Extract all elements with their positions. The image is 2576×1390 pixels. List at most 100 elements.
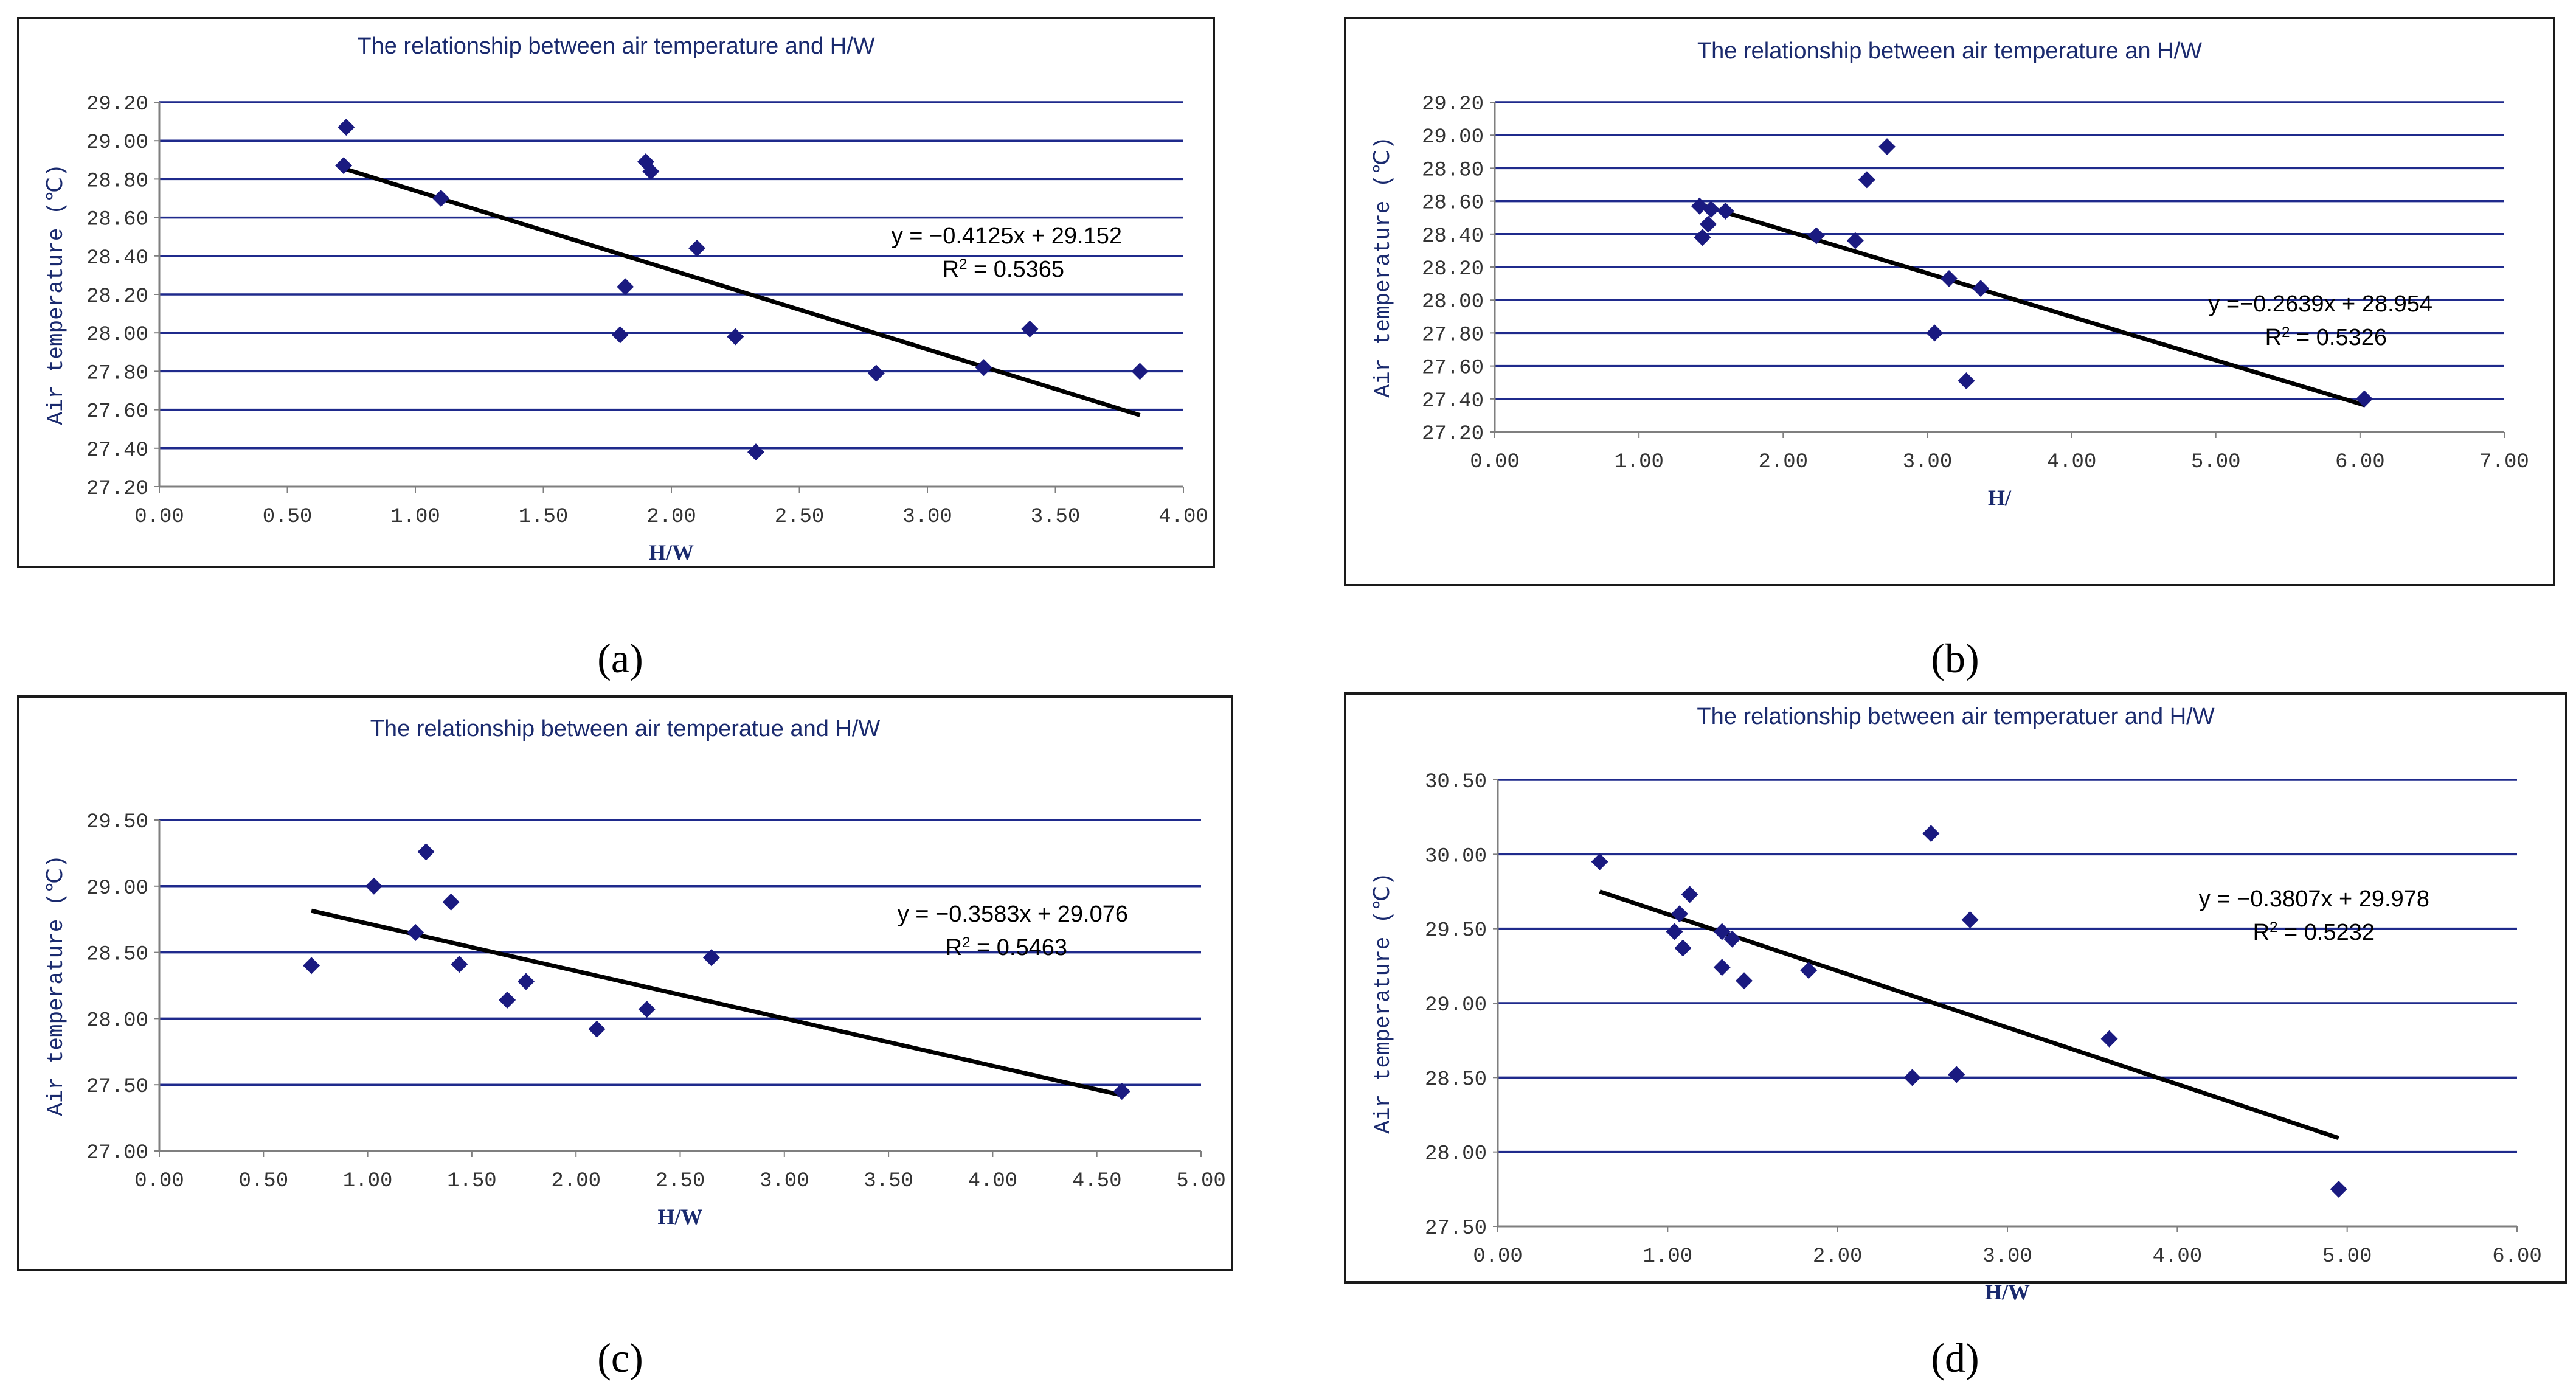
x-tick-label: 1.00 <box>1643 1245 1693 1268</box>
x-tick-label: 0.50 <box>238 1170 288 1193</box>
x-tick-label: 3.00 <box>1982 1245 2032 1268</box>
data-point <box>1922 825 1940 843</box>
data-point <box>1972 280 1990 297</box>
x-tick-label: 4.00 <box>2153 1245 2203 1268</box>
r-squared-exponent: 2 <box>959 256 967 273</box>
x-tick-label: 6.00 <box>2335 451 2385 474</box>
y-tick-label: 28.50 <box>1425 1068 1487 1091</box>
chart-panel-a: The relationship between air temperature… <box>17 17 1215 568</box>
data-point <box>432 190 450 207</box>
regression-equation: y = −0.4125x + 29.152 <box>892 223 1122 249</box>
r-squared-value: = 0.5326 <box>2290 325 2387 350</box>
y-tick-label: 27.80 <box>86 362 148 385</box>
data-point <box>499 991 516 1009</box>
r-squared-symbol: R <box>943 257 959 282</box>
data-point <box>1717 202 1734 220</box>
panel-label: (c) <box>597 1335 643 1381</box>
y-tick-label: 28.00 <box>1422 291 1484 314</box>
y-tick-label: 27.00 <box>86 1142 148 1165</box>
panel-label: (b) <box>1931 635 1979 681</box>
y-tick-label: 29.00 <box>86 877 148 900</box>
trendline <box>343 166 1141 417</box>
panel-label: (a) <box>597 635 643 681</box>
chart-frame <box>1344 17 2555 586</box>
x-tick-label: 2.00 <box>646 506 696 529</box>
data-point <box>1878 138 1896 156</box>
data-point <box>1694 229 1711 246</box>
y-tick-label: 28.80 <box>86 170 148 193</box>
r-squared-value: = 0.5463 <box>970 935 1067 961</box>
chart-title: The relationship between air temperature… <box>1697 38 2202 64</box>
y-tick-label: 29.00 <box>86 131 148 155</box>
y-tick-label: 28.00 <box>86 324 148 347</box>
chart-panel-b: The relationship between air temperature… <box>1344 17 2555 586</box>
y-tick-label: 29.00 <box>1422 126 1484 149</box>
data-point <box>638 1001 656 1018</box>
data-point <box>1846 232 1864 249</box>
x-tick-label: 5.00 <box>2322 1245 2372 1268</box>
data-point <box>517 973 535 990</box>
y-tick-label: 28.80 <box>1422 159 1484 182</box>
y-tick-label: 27.40 <box>1422 390 1484 413</box>
data-point <box>417 843 435 861</box>
x-tick-label: 3.00 <box>760 1170 809 1193</box>
chart-title: The relationship between air temperatuer… <box>1697 704 2214 729</box>
x-tick-label: 1.00 <box>1614 451 1664 474</box>
y-tick-label: 29.00 <box>1425 994 1487 1017</box>
y-tick-label: 27.20 <box>86 478 148 501</box>
x-tick-label: 2.50 <box>775 506 825 529</box>
data-point <box>727 328 744 346</box>
panel-label: (d) <box>1931 1335 1979 1381</box>
x-tick-label: 5.00 <box>2191 451 2241 474</box>
y-axis-label: Air temperature (℃) <box>1371 872 1396 1133</box>
y-axis-label: Air temperature (℃) <box>44 164 69 425</box>
y-tick-label: 29.50 <box>86 811 148 834</box>
data-point <box>2330 1180 2347 1198</box>
data-point <box>1591 853 1608 870</box>
chart-frame <box>17 17 1215 568</box>
x-tick-label: 0.00 <box>1473 1245 1523 1268</box>
r-squared-label: R2 = 0.5232 <box>2253 919 2375 946</box>
y-tick-label: 27.60 <box>86 401 148 424</box>
x-tick-label: 0.00 <box>1470 451 1520 474</box>
r-squared-exponent: 2 <box>2270 919 2277 936</box>
r-squared-symbol: R <box>946 935 962 961</box>
data-point <box>688 240 706 257</box>
data-point <box>1948 1066 1965 1083</box>
x-axis-label: H/ <box>1988 485 2012 510</box>
y-tick-label: 27.60 <box>1422 357 1484 380</box>
x-tick-label: 3.50 <box>1031 506 1081 529</box>
data-point <box>1681 886 1698 903</box>
regression-equation: y =−0.2639x + 28.954 <box>2208 291 2432 317</box>
x-axis-label: H/W <box>1985 1280 2030 1304</box>
data-point <box>2355 390 2373 408</box>
data-point <box>1903 1069 1921 1086</box>
x-tick-label: 3.00 <box>902 506 952 529</box>
y-tick-label: 27.50 <box>86 1076 148 1099</box>
y-tick-label: 28.60 <box>86 209 148 232</box>
x-tick-label: 1.00 <box>343 1170 393 1193</box>
data-point <box>1674 939 1692 957</box>
y-tick-label: 28.40 <box>1422 225 1484 248</box>
x-tick-label: 6.00 <box>2492 1245 2542 1268</box>
x-tick-label: 2.00 <box>551 1170 601 1193</box>
data-point <box>365 877 383 895</box>
data-point <box>1713 959 1731 976</box>
y-tick-label: 28.20 <box>86 285 148 308</box>
data-point <box>1113 1083 1130 1100</box>
r-squared-symbol: R <box>2253 920 2270 945</box>
data-point <box>1713 923 1731 940</box>
y-axis-label: Air temperature (℃) <box>1371 136 1396 397</box>
data-point <box>1021 320 1039 338</box>
data-point <box>338 119 355 136</box>
x-axis-label: H/W <box>657 1204 702 1229</box>
y-tick-label: 28.00 <box>1425 1143 1487 1166</box>
data-point <box>642 162 660 180</box>
data-point <box>611 326 629 344</box>
y-tick-label: 28.60 <box>1422 192 1484 215</box>
r-squared-label: R2 = 0.5326 <box>2265 324 2387 351</box>
x-axis-label: H/W <box>649 540 694 565</box>
y-tick-label: 27.80 <box>1422 324 1484 347</box>
data-point <box>1926 324 1944 342</box>
